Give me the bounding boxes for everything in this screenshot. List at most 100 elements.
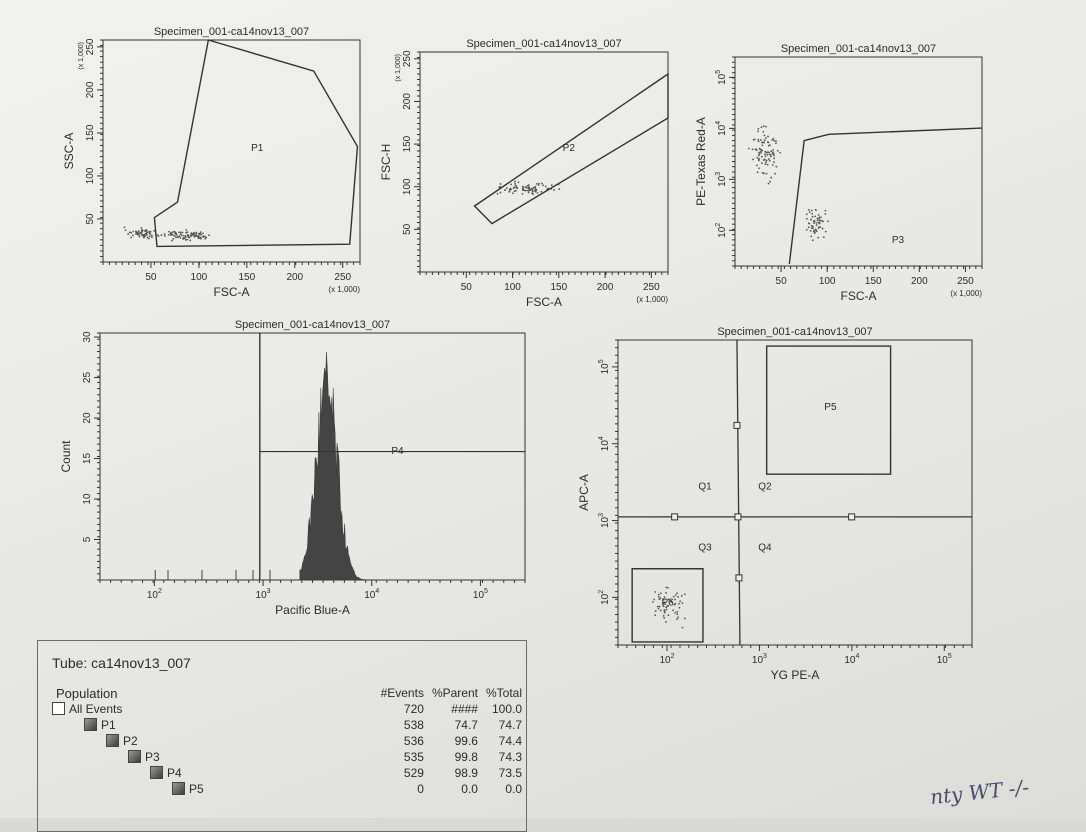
event-dot (810, 218, 812, 221)
quadrant-label: Q4 (758, 542, 772, 553)
event-dot (814, 215, 817, 218)
event-dot (145, 231, 148, 234)
event-dot (499, 185, 502, 188)
event-dot (190, 232, 193, 235)
event-dot (140, 231, 143, 233)
population-label: P1 (101, 718, 116, 732)
event-dot (815, 222, 818, 224)
event-dot (164, 235, 166, 237)
event-dot (766, 153, 769, 156)
x-axis-label: Pacific Blue-A (275, 603, 350, 617)
event-dot (137, 230, 140, 233)
tick-exponent: 5 (715, 70, 722, 74)
event-dot (812, 225, 814, 228)
y-tick-label: 100 (85, 167, 96, 184)
event-dot (827, 220, 829, 223)
event-dot (758, 147, 761, 150)
event-dot (757, 154, 760, 157)
event-dot (132, 230, 135, 233)
event-dot (773, 157, 776, 160)
y-unit: (x 1,000) (78, 42, 85, 70)
event-dot (762, 125, 765, 128)
x-tick-label: 50 (461, 282, 473, 293)
plot: Specimen_001-ca14nov13_007 50 100 150 200 250… (379, 38, 669, 309)
event-dot (144, 235, 146, 238)
event-dot (508, 190, 511, 193)
tick-exponent: 3 (267, 588, 271, 595)
event-dot (761, 141, 764, 144)
plot: Specimen_001-ca14nov13_007 50 100 150 200 250… (694, 43, 983, 303)
event-dot (140, 227, 143, 229)
tick-exponent: 5 (948, 653, 952, 660)
event-dot (810, 224, 813, 227)
quadrant-handle (735, 574, 743, 582)
cell: 99.8 (454, 750, 478, 764)
event-dot (147, 237, 150, 240)
event-dot (203, 235, 206, 238)
event-dot (542, 184, 544, 187)
event-dot (824, 209, 827, 212)
event-dot (663, 596, 666, 598)
event-dot (663, 617, 666, 619)
event-dot (820, 219, 823, 222)
event-dot (752, 158, 754, 161)
event-dot (157, 235, 160, 237)
event-dot (774, 172, 777, 175)
event-dot (807, 209, 810, 211)
event-dot (538, 182, 540, 185)
event-dot (678, 606, 681, 609)
event-dot (779, 151, 782, 154)
tube-name: Tube: ca14nov13_007 (52, 655, 191, 671)
event-dot (174, 232, 177, 235)
event-dot (178, 235, 181, 238)
event-dot (179, 233, 182, 235)
event-dot (513, 186, 516, 189)
population-label: P3 (145, 750, 160, 764)
header-row: Population #Events %Parent %Total (52, 685, 526, 701)
quadrant-handle (734, 513, 742, 521)
event-dot (662, 598, 665, 601)
plot-title: Specimen_001-ca14nov13_007 (781, 43, 936, 55)
event-dot (770, 176, 773, 179)
event-dot (819, 216, 822, 219)
y-tick-label: 104 (715, 121, 728, 136)
population-name: P2 (52, 733, 377, 749)
event-dot (815, 224, 818, 226)
event-dot (178, 231, 180, 234)
y-tick-label: 50 (85, 213, 96, 225)
x-tick-label: 250 (334, 272, 351, 283)
event-dot (526, 184, 529, 187)
event-dot (150, 234, 153, 237)
event-dot (496, 192, 499, 195)
event-dot (765, 151, 768, 154)
event-dot (540, 190, 543, 193)
column-header: #Events (380, 686, 424, 700)
cell: 100.0 (491, 702, 522, 716)
x-tick-label: 50 (776, 276, 788, 287)
gate-label: P5 (824, 402, 837, 413)
event-dot (184, 238, 187, 241)
x-tick-label: 105 (937, 653, 952, 666)
population-icon (172, 782, 185, 795)
population-row: P1 538 74.7 74.7 (52, 717, 526, 733)
event-dot (811, 212, 814, 215)
event-dot (523, 189, 526, 192)
population-row: P2 536 99.6 74.4 (52, 733, 526, 749)
event-dot (769, 154, 772, 156)
event-dot (665, 606, 668, 609)
event-dot (185, 228, 188, 231)
event-dot (136, 231, 139, 234)
event-dot (525, 189, 527, 192)
event-dot (751, 148, 754, 151)
x-tick-label: 200 (911, 276, 928, 287)
event-dot (667, 604, 670, 607)
event-dot (658, 598, 661, 601)
x-unit: (x 1,000) (950, 289, 982, 298)
event-dot (760, 126, 763, 129)
gate (788, 127, 983, 264)
event-dot (659, 609, 662, 612)
quadrant-line (736, 339, 741, 646)
event-dot (186, 238, 189, 241)
event-dot (815, 230, 818, 232)
